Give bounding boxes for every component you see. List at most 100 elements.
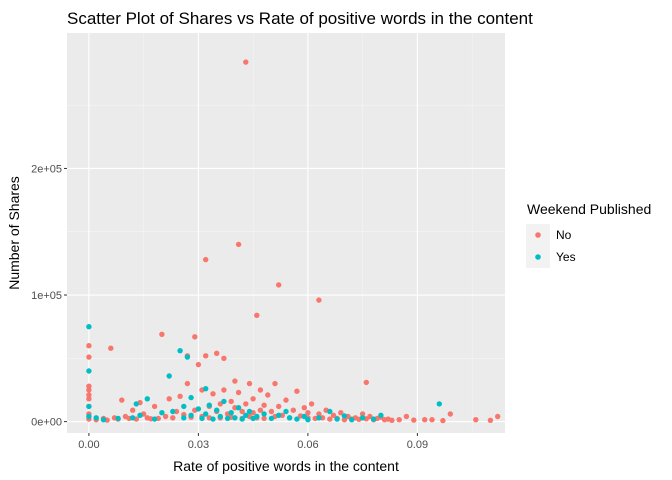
data-points <box>86 59 501 424</box>
point-no <box>440 417 446 424</box>
point-yes <box>115 415 121 422</box>
point-yes <box>246 408 253 415</box>
point-no <box>290 407 296 413</box>
point-yes <box>166 373 172 379</box>
point-no <box>228 398 234 405</box>
point-no <box>232 378 238 384</box>
point-no <box>363 379 369 386</box>
grid-lines <box>67 33 505 433</box>
point-yes <box>199 415 205 422</box>
point-yes <box>188 412 194 418</box>
point-yes <box>254 413 260 420</box>
point-yes <box>130 415 136 421</box>
point-yes <box>86 324 92 330</box>
point-no <box>429 417 435 423</box>
point-no <box>235 389 242 396</box>
point-no <box>210 391 216 397</box>
point-yes <box>137 412 143 418</box>
point-yes <box>100 417 107 423</box>
point-no <box>389 417 395 423</box>
point-no <box>265 392 271 398</box>
point-no <box>261 415 267 422</box>
point-no <box>276 282 282 288</box>
point-yes <box>177 348 183 354</box>
point-yes <box>261 411 267 417</box>
point-yes <box>86 413 92 420</box>
point-yes <box>283 408 289 415</box>
point-no <box>261 402 267 408</box>
point-no <box>232 405 238 411</box>
point-no <box>86 396 92 402</box>
point-yes <box>159 410 165 416</box>
point-no <box>257 387 264 393</box>
point-no <box>243 401 249 407</box>
point-no <box>487 417 494 423</box>
point-yes <box>203 411 209 417</box>
point-no <box>327 416 333 422</box>
point-no <box>294 388 300 394</box>
point-no <box>330 412 337 418</box>
point-yes <box>93 415 99 421</box>
point-no <box>301 405 307 411</box>
legend: Weekend Published No Yes <box>526 201 651 268</box>
point-no <box>316 297 322 303</box>
point-yes <box>195 406 202 412</box>
axes: 0.00 0.03 0.06 0.09 0e+00 1e+05 2e+05 <box>31 163 428 451</box>
point-no <box>192 334 198 340</box>
x-tick-label: 0.09 <box>407 439 428 451</box>
point-no <box>276 403 282 410</box>
point-no <box>221 387 227 393</box>
point-no <box>403 413 410 420</box>
point-yes <box>268 415 275 422</box>
point-yes <box>188 394 194 401</box>
point-yes <box>235 405 242 411</box>
point-yes <box>243 412 249 418</box>
point-no <box>305 410 311 416</box>
point-no <box>447 411 453 417</box>
point-yes <box>210 416 216 422</box>
point-yes <box>359 415 366 421</box>
point-no <box>130 407 136 413</box>
point-no <box>159 331 165 337</box>
point-yes <box>334 416 340 422</box>
legend-title: Weekend Published <box>527 201 651 217</box>
point-yes <box>370 416 377 422</box>
point-yes <box>86 368 92 374</box>
point-yes <box>232 415 238 421</box>
y-tick-label: 1e+05 <box>31 290 62 302</box>
point-yes <box>86 403 92 410</box>
point-yes <box>378 412 384 418</box>
point-yes <box>305 417 311 423</box>
point-no <box>495 413 501 420</box>
point-yes <box>170 408 176 415</box>
point-yes <box>144 396 150 402</box>
point-yes <box>276 412 282 418</box>
point-yes <box>221 398 227 405</box>
point-no <box>166 396 172 402</box>
point-no <box>177 393 183 399</box>
point-no <box>86 383 92 389</box>
point-yes <box>214 407 220 413</box>
point-no <box>338 410 344 416</box>
y-axis-title: Number of Shares <box>6 176 22 290</box>
point-no <box>272 380 278 387</box>
point-no <box>151 403 158 410</box>
point-no <box>308 401 315 407</box>
point-no <box>254 312 260 318</box>
point-yes <box>151 416 158 422</box>
point-no <box>184 380 191 387</box>
point-yes <box>133 401 139 407</box>
point-yes <box>228 410 234 416</box>
point-yes <box>316 415 322 421</box>
point-yes <box>184 354 191 360</box>
point-no <box>268 408 275 415</box>
legend-marker-yes <box>535 254 541 260</box>
x-tick-label: 0.00 <box>78 439 99 451</box>
chart-title: Scatter Plot of Shares vs Rate of positi… <box>67 9 533 28</box>
point-no <box>86 343 92 349</box>
point-no <box>422 417 428 423</box>
point-no <box>119 397 125 403</box>
point-yes <box>341 413 348 419</box>
point-no <box>243 59 249 65</box>
point-no <box>396 417 402 423</box>
